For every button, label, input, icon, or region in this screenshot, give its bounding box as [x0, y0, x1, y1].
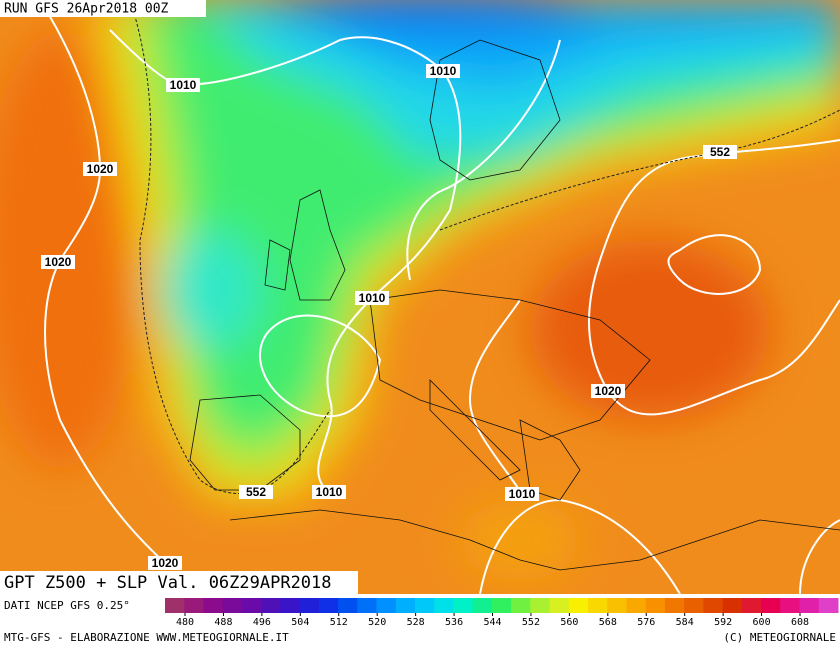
- contour-label: 1010: [166, 78, 200, 92]
- contour-label-box: [505, 487, 539, 501]
- colorbar-tick-label: 528: [407, 617, 425, 628]
- colorbar-swatch: [664, 598, 685, 613]
- contour-label: 552: [239, 485, 273, 499]
- colorbar-swatch: [299, 598, 320, 613]
- colorbar-swatch: [338, 598, 358, 613]
- contour-label: 1020: [41, 255, 75, 269]
- colorbar-swatch: [472, 598, 493, 613]
- colorbar-swatch: [491, 598, 512, 613]
- colorbar-swatch: [376, 598, 397, 613]
- colorbar-swatch: [261, 598, 281, 613]
- colorbar-swatch: [645, 598, 666, 613]
- contour-label-text: 552: [246, 485, 266, 499]
- contour-label: 1020: [591, 384, 625, 398]
- colorbar-swatch: [414, 598, 435, 613]
- colorbar-swatch: [722, 598, 743, 613]
- contour-label-box: [148, 556, 182, 570]
- colorbar-swatch: [318, 598, 339, 613]
- colorbar-tick-label: 488: [214, 617, 232, 628]
- colorbar-swatch: [607, 598, 627, 613]
- colorbar-swatch: [761, 598, 781, 613]
- colorbar-swatch: [530, 598, 551, 613]
- colorbar-swatch: [568, 598, 589, 613]
- contour-label: 1010: [355, 291, 389, 305]
- colorbar-swatch: [511, 598, 531, 613]
- colorbar-swatch: [184, 598, 204, 613]
- colorbar-swatch: [395, 598, 416, 613]
- colorbar-tick-label: 552: [522, 617, 540, 628]
- colorbar-tick-label: 520: [368, 617, 386, 628]
- contour-label-box: [591, 384, 625, 398]
- contour-label-text: 1010: [359, 291, 386, 305]
- contour-label-text: 1020: [45, 255, 72, 269]
- footer-right: (C) METEOGIORNALE: [723, 631, 836, 644]
- colorbar-tick-label: 600: [753, 617, 771, 628]
- isohypse-552: [129, 0, 840, 494]
- contour-label-text: 1010: [509, 487, 536, 501]
- contour-label: 1010: [505, 487, 539, 501]
- colorbar-swatch: [357, 598, 378, 613]
- colorbar-swatch: [626, 598, 647, 613]
- colorbar-tick-label: 504: [291, 617, 309, 628]
- title-box: [0, 571, 358, 595]
- colorbar-tick-label: 480: [176, 617, 194, 628]
- contour-label-box: [355, 291, 389, 305]
- colorbar-tick-label: 536: [445, 617, 463, 628]
- colorbar-swatch: [434, 598, 454, 613]
- contour-label-text: 1020: [152, 556, 179, 570]
- contour-label-box: [239, 485, 273, 499]
- contour-label-box: [83, 162, 117, 176]
- contour-labels: 1010 1010 1020 1020 1010 1020 552 1010 1010 1020 5…: [41, 64, 737, 570]
- colorbar-tick-label: 560: [560, 617, 578, 628]
- run-label: RUN GFS 26Apr2018 00Z: [4, 2, 169, 17]
- contour-label-box: [166, 78, 200, 92]
- colorbar-swatch: [799, 598, 820, 613]
- contour-label-text: 552: [710, 145, 730, 159]
- colorbar-tick-label: 576: [637, 617, 655, 628]
- contour-label-text: 1010: [430, 64, 457, 78]
- colorbar-tick-label: 608: [791, 617, 809, 628]
- data-source: DATI NCEP GFS 0.25°: [4, 599, 130, 612]
- colorbar-swatch: [588, 598, 608, 613]
- map-title: GPT Z500 + SLP Val. 06Z29APR2018: [4, 573, 332, 593]
- colorbar-tick-label: 584: [676, 617, 694, 628]
- contour-label: 1010: [426, 64, 460, 78]
- colorbar-swatch: [241, 598, 262, 613]
- contour-label-text: 1010: [170, 78, 197, 92]
- colorbar-tick-label: 592: [714, 617, 732, 628]
- colorbar-swatch: [703, 598, 724, 613]
- contour-label-text: 1020: [595, 384, 622, 398]
- contour-label: 552: [703, 145, 737, 159]
- colorbar-swatch: [549, 598, 570, 613]
- colorbar-swatch: [780, 598, 801, 613]
- colorbar-swatch: [280, 598, 301, 613]
- contour-label: 1020: [83, 162, 117, 176]
- contour-label-box: [41, 255, 75, 269]
- colorbar-swatch: [222, 598, 243, 613]
- colorbar-swatch: [203, 598, 224, 613]
- coastlines: [189, 39, 840, 571]
- colorbar-tick-label: 512: [330, 617, 348, 628]
- contour-label: 1020: [148, 556, 182, 570]
- contour-label-box: [312, 485, 346, 499]
- contour-label-box: [703, 145, 737, 159]
- colorbar-swatch: [165, 598, 185, 613]
- colorbar-swatch: [453, 598, 474, 613]
- footer-left: MTG-GFS - ELABORAZIONE WWW.METEOGIORNALE…: [4, 631, 289, 644]
- contour-label-text: 1010: [316, 485, 343, 499]
- map-field: [0, 0, 840, 594]
- contour-label: 1010: [312, 485, 346, 499]
- colorbar-tick-label: 544: [483, 617, 501, 628]
- contour-label-text: 1020: [87, 162, 114, 176]
- colorbar-swatch: [684, 598, 704, 613]
- colorbar-swatch: [741, 598, 762, 613]
- contour-label-box: [426, 64, 460, 78]
- colorbar-tick-label: 496: [253, 617, 271, 628]
- colorbar-swatch: [818, 598, 839, 613]
- colorbar-tick-label: 568: [599, 617, 617, 628]
- run-box: [0, 0, 206, 17]
- colorbar: 480 488 496 504 512 520 528 536 544 552 560 568 576 5…: [165, 598, 839, 628]
